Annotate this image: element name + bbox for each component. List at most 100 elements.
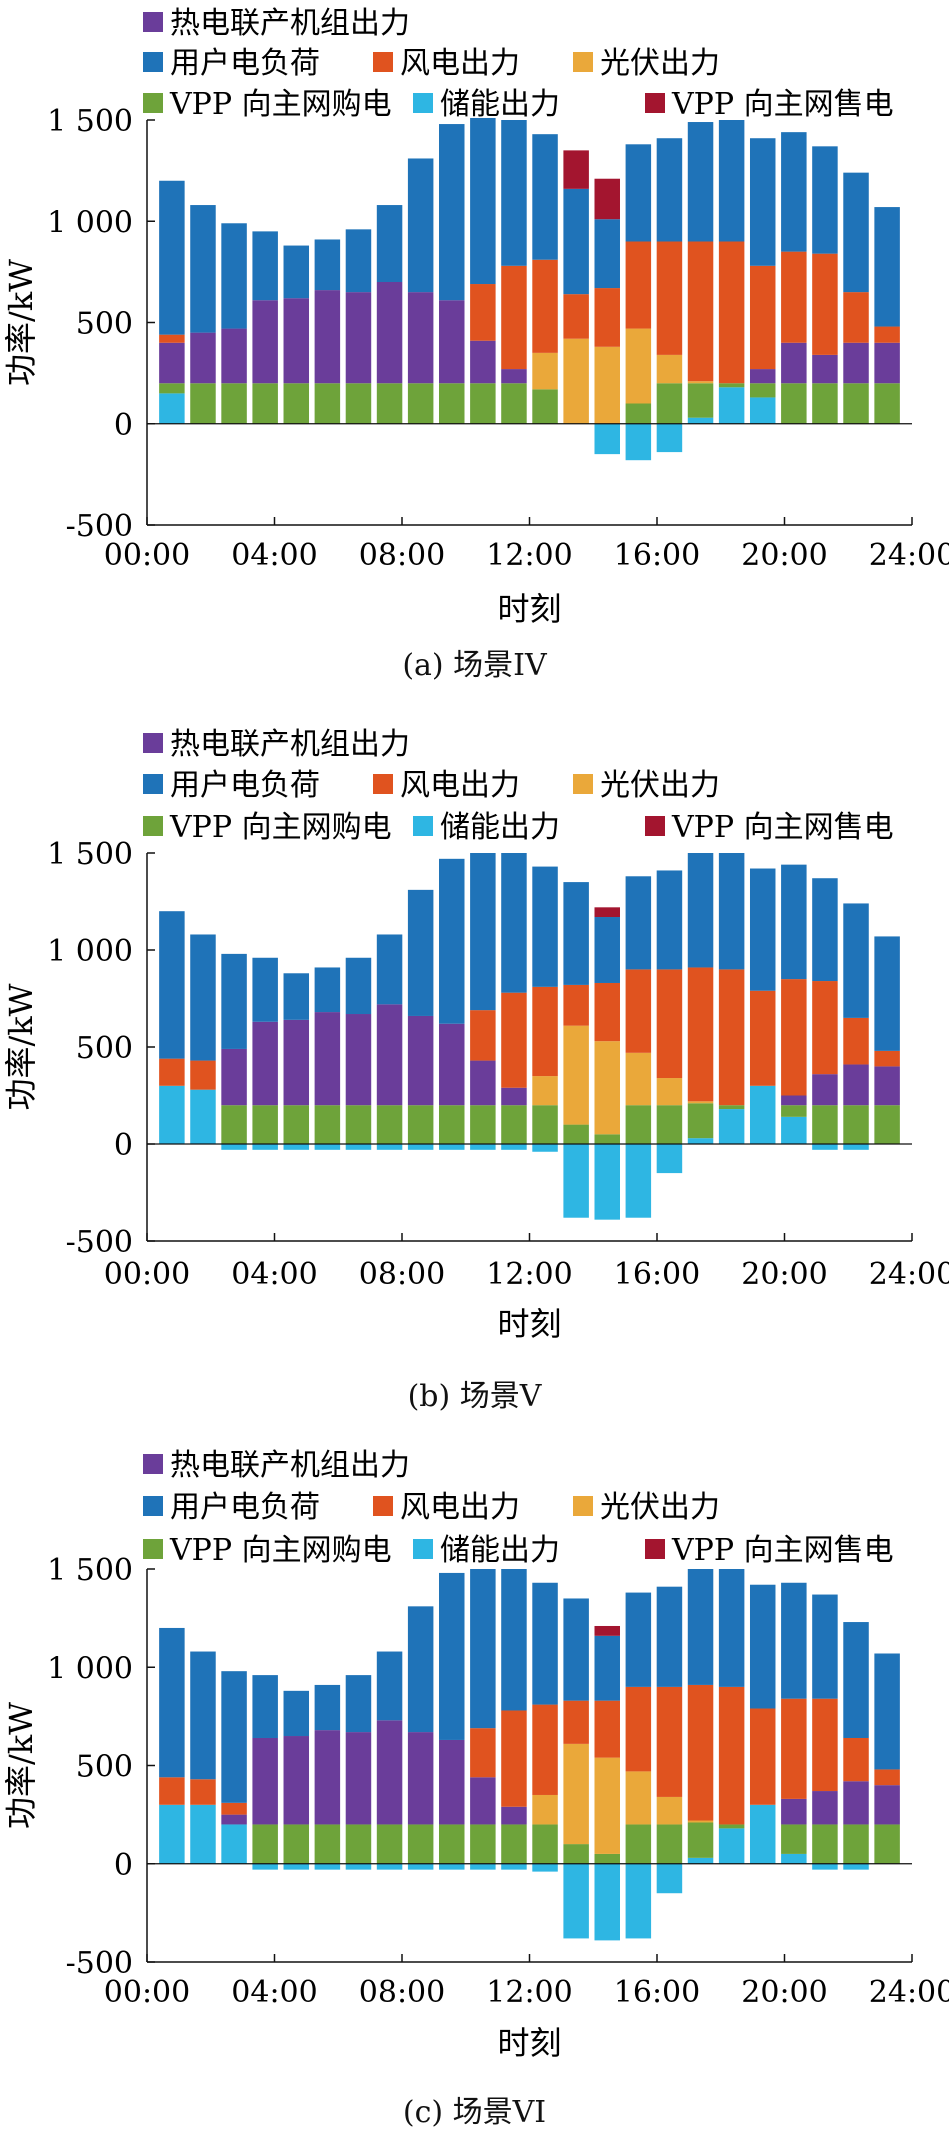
legend-swatch-load: [143, 52, 163, 72]
bar-load-6: [314, 967, 341, 1013]
bar-buy-19: [718, 383, 745, 388]
bar-pv-13: [532, 1076, 558, 1106]
bar-buy-3: [221, 1105, 247, 1144]
legend-label-sell: VPP 向主网售电: [671, 87, 894, 122]
bar-load-24: [874, 936, 900, 1051]
bar-load-7: [345, 229, 372, 293]
bar-buy-19: [718, 1824, 745, 1829]
bar-load-6: [314, 239, 341, 291]
bar-chp-9: [407, 1015, 434, 1106]
y-tick-label: 1 000: [47, 934, 133, 969]
bar-buy-13: [532, 389, 558, 424]
bar-chp-6: [314, 1012, 341, 1106]
bar-buy-13: [532, 1105, 558, 1144]
bar-buy-4: [252, 1105, 278, 1144]
bar-buy-22: [812, 1105, 838, 1144]
bar-storage-4: [252, 1863, 278, 1870]
bar-chp-11: [470, 1777, 496, 1825]
bar-storage-21: [781, 1853, 807, 1864]
legend-label-buy: VPP 向主网购电: [169, 810, 392, 845]
x-axis-title: 时刻: [497, 590, 561, 628]
bar-pv-14: [563, 1025, 589, 1125]
legend-label-wind: 风电出力: [400, 46, 520, 81]
bar-storage-20: [749, 397, 776, 424]
bar-wind-13: [532, 986, 558, 1077]
bar-chp-7: [345, 1732, 372, 1825]
bar-wind-12: [501, 265, 527, 370]
bar-wind-24: [874, 326, 900, 343]
bar-chp-21: [781, 1798, 807, 1825]
legend-swatch-chp: [143, 733, 163, 753]
bar-storage-6: [314, 1144, 341, 1150]
bar-buy-22: [812, 383, 838, 424]
bar-wind-23: [843, 292, 869, 343]
x-axis-title: 时刻: [497, 1305, 561, 1343]
bar-pv-13: [532, 352, 558, 390]
bar-load-6: [314, 1684, 341, 1731]
x-tick-label: 08:00: [359, 1257, 445, 1292]
bar-pv-17: [656, 1078, 683, 1106]
bar-wind-11: [470, 1728, 496, 1778]
bar-buy-5: [283, 383, 310, 424]
bar-buy-23: [843, 1105, 869, 1144]
bar-load-17: [656, 138, 683, 242]
bar-buy-2: [190, 383, 216, 424]
x-tick-label: 20:00: [741, 538, 827, 573]
bar-storage-21: [781, 1116, 807, 1144]
bar-wind-19: [718, 241, 745, 384]
bar-load-10: [439, 1572, 465, 1740]
bar-buy-18: [687, 383, 714, 418]
bar-load-22: [812, 878, 838, 982]
legend-label-chp: 热电联产机组出力: [170, 1448, 410, 1483]
bar-storage-20: [749, 1085, 776, 1144]
bar-storage-23: [843, 1144, 869, 1150]
bar-storage-17: [656, 423, 683, 453]
bar-load-10: [439, 858, 465, 1024]
bar-load-18: [687, 122, 714, 242]
bar-storage-22: [812, 1863, 838, 1870]
bar-storage-19: [718, 1109, 745, 1144]
x-tick-label: 04:00: [231, 1257, 317, 1292]
bar-buy-14: [563, 1844, 589, 1864]
bar-wind-17: [656, 241, 683, 355]
bar-load-13: [532, 1582, 558, 1705]
bar-pv-17: [656, 354, 683, 384]
bar-pv-14: [563, 338, 589, 424]
bar-chp-24: [874, 1785, 900, 1825]
y-tick-label: -500: [66, 509, 133, 544]
bar-load-5: [283, 1690, 310, 1737]
bar-wind-21: [781, 1698, 807, 1799]
chart-panel-c: 热电联产机组出力 用户电负荷 风电出力 光伏出力 VPP 向主网购电 储能出力 VPP 向主…: [0, 1422, 949, 2133]
bar-wind-11: [470, 284, 496, 341]
legend-swatch-pv: [573, 52, 593, 72]
bar-buy-6: [314, 1824, 341, 1864]
bar-wind-18: [687, 1684, 714, 1821]
bar-buy-15: [594, 1853, 620, 1864]
bar-load-21: [781, 132, 807, 252]
bar-load-22: [812, 146, 838, 254]
bar-sell-15: [594, 1625, 620, 1636]
bar-storage-12: [501, 1144, 527, 1150]
bar-load-9: [407, 158, 434, 293]
bar-pv-16: [625, 1771, 652, 1825]
bar-load-7: [345, 1675, 372, 1733]
bar-chp-10: [439, 1023, 465, 1106]
bar-pv-16: [625, 1052, 652, 1106]
x-tick-label: 24:00: [869, 538, 949, 573]
bar-load-4: [252, 957, 278, 1022]
y-axis-title: 功率/kW: [2, 259, 40, 386]
bar-chp-1: [159, 342, 185, 384]
x-tick-label: 00:00: [104, 1975, 190, 2010]
bar-storage-1: [159, 1085, 185, 1144]
bar-storage-14: [563, 1144, 589, 1218]
bar-wind-19: [718, 1686, 745, 1825]
legend-swatch-load: [143, 1496, 163, 1516]
bar-wind-17: [656, 1686, 683, 1797]
bar-wind-24: [874, 1050, 900, 1067]
bar-buy-7: [345, 1824, 372, 1864]
bar-storage-10: [439, 1863, 465, 1870]
bar-storage-19: [718, 1828, 745, 1864]
legend-swatch-sell: [645, 93, 665, 113]
bar-chp-9: [407, 292, 434, 384]
